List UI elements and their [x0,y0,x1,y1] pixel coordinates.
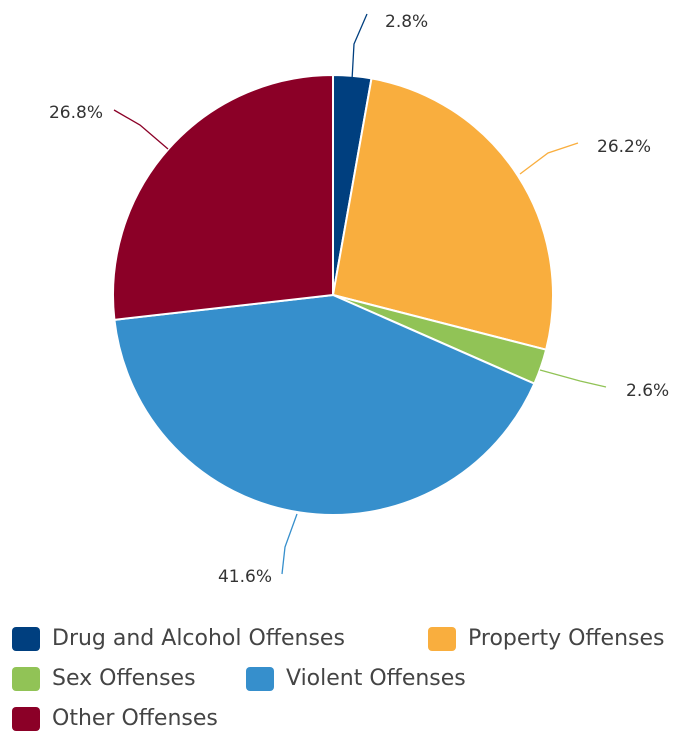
legend-label: Sex Offenses [52,666,196,691]
legend-item-other-offenses[interactable]: Other Offenses [12,702,218,736]
legend-label: Drug and Alcohol Offenses [52,626,345,651]
pie-slices [112,74,554,516]
legend-row: Drug and Alcohol Offenses Property Offen… [0,622,693,656]
legend-swatch [12,667,40,691]
label-connector [519,142,579,175]
legend-label: Violent Offenses [286,666,466,691]
legend-item-violent-offenses[interactable]: Violent Offenses [246,662,466,696]
legend-label: Other Offenses [52,706,218,731]
legend-swatch [246,667,274,691]
label-connector [281,513,298,575]
legend-swatch [12,707,40,731]
data-label: 26.2% [597,137,651,157]
label-connector [113,109,169,150]
data-labels: 2.8% 26.2% 2.6% 41.6% 26.8% [49,12,669,587]
pie-slice-property-offenses[interactable] [332,77,554,351]
data-label: 2.6% [626,381,669,401]
label-connectors [113,13,607,575]
legend-row: Sex Offenses Violent Offenses [0,662,693,696]
legend-item-sex-offenses[interactable]: Sex Offenses [12,662,196,696]
data-label: 41.6% [218,567,272,587]
pie-chart: 2.8% 26.2% 2.6% 41.6% 26.8% [49,12,669,587]
label-connector [351,13,368,81]
data-label: 26.8% [49,103,103,123]
pie-slice-violent-offenses[interactable] [113,294,536,516]
label-connector [539,369,607,388]
legend-swatch [12,627,40,651]
legend-row: Other Offenses [0,702,693,736]
legend-swatch [428,627,456,651]
pie-slice-other-offenses[interactable] [112,74,334,321]
legend-label: Property Offenses [468,626,665,651]
legend-item-property-offenses[interactable]: Property Offenses [428,622,665,656]
legend-item-drug-and-alcohol-offenses[interactable]: Drug and Alcohol Offenses [12,622,345,656]
pie-chart-svg: 2.8% 26.2% 2.6% 41.6% 26.8% [49,12,669,587]
chart-legend: Drug and Alcohol Offenses Property Offen… [0,622,693,738]
data-label: 2.8% [385,12,428,32]
